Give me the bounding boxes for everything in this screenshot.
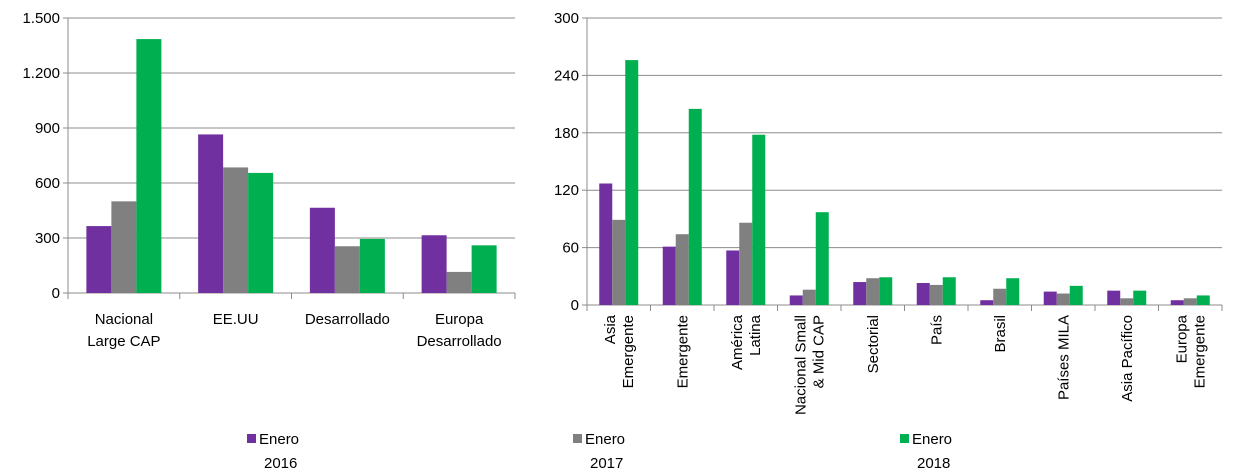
y-tick-label: 1.500 [22,10,60,27]
legend-label: Enero [259,431,299,448]
category-label: Países MILA [1055,315,1072,400]
bar [853,282,867,305]
y-tick-label: 300 [35,230,60,247]
category-label: Nacional Small [792,315,809,415]
category-label: Sectorial [865,315,882,373]
category-label: EE.UU [213,311,259,328]
legend-label: 2018 [917,455,950,472]
category-label: Latina [747,314,764,356]
category-label: Asia [602,314,619,344]
bar [1069,285,1083,305]
bar [1170,300,1184,305]
legend-swatch [573,434,582,443]
category-label: Desarrollado [305,311,390,328]
y-tick-label: 300 [554,10,579,27]
legend-swatch [247,434,256,443]
bar [1196,295,1210,305]
bar [815,212,829,305]
legend: Enero 2016 Enero 2017 Enero 2018 [247,431,952,472]
y-tick-label: 600 [35,175,60,192]
bar [471,245,497,293]
y-tick-label: 900 [35,120,60,137]
legend-label: 2016 [264,455,297,472]
bar [739,222,753,305]
bar [86,226,112,293]
bar [446,271,472,293]
bar [675,234,689,305]
category-label: América [729,314,746,370]
y-tick-label: 60 [562,240,579,257]
bar [599,183,613,305]
bar [942,277,956,305]
bar [111,201,137,293]
bar [1107,290,1121,305]
bar [248,172,274,293]
bar [916,282,930,305]
bar [802,289,816,305]
bar [1043,291,1057,305]
category-label: Desarrollado [417,333,502,350]
bar [625,60,639,305]
bar [879,277,893,305]
category-label: Large CAP [87,333,160,350]
y-tick-label: 0 [52,285,60,302]
category-label: Nacional [95,311,153,328]
category-label: Emergente [620,315,637,388]
bar [1133,290,1147,305]
left-chart: 0 300 600 900 1.200 1.500 Nacional Large CAP EE.… [22,10,516,350]
bar [198,134,224,293]
bar [980,300,994,305]
legend-label: 2017 [590,455,623,472]
bar [421,235,447,293]
y-tick-label: 0 [571,297,579,314]
bar [1056,293,1070,305]
bar [726,250,740,305]
category-label: Europa [435,311,484,328]
bar [309,207,335,293]
bar [223,167,249,293]
legend-label: Enero [585,431,625,448]
category-label: & Mid CAP [810,315,827,388]
bar [929,284,943,305]
y-tick-label: 120 [554,182,579,199]
bar [359,238,385,293]
category-label: Brasil [992,315,1009,353]
bar [688,108,702,305]
bar [136,39,162,294]
bar [789,295,803,305]
legend-label: Enero [912,431,952,448]
category-label: Europa [1173,314,1190,363]
category-label: Emergente [674,315,691,388]
bar [752,134,766,305]
y-tick-label: 180 [554,125,579,142]
category-label: Asia Pacífico [1119,315,1136,402]
bar [1006,278,1020,305]
bar [993,288,1007,305]
y-tick-label: 1.200 [22,65,60,82]
bar [662,246,676,305]
y-tick-label: 240 [554,67,579,84]
legend-swatch [900,434,909,443]
category-label: País [928,315,945,345]
bar [612,219,626,305]
category-label: Emergente [1191,315,1208,388]
bar [866,278,880,305]
bar [1120,298,1134,305]
bar [1183,298,1197,305]
bar [334,246,360,293]
